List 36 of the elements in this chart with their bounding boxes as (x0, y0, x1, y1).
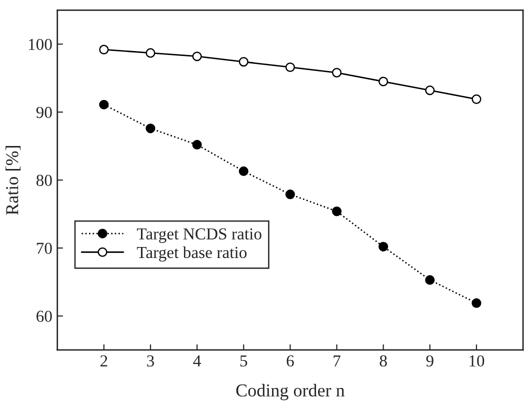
x-tick-label: 6 (286, 355, 294, 367)
legend-label: Target NCDS ratio (136, 228, 262, 243)
point (332, 206, 342, 216)
x-tick-label: 7 (334, 355, 340, 366)
point (378, 76, 388, 86)
point (238, 166, 248, 176)
y-tick-label: 90 (36, 106, 52, 118)
x-tick-label: 9 (426, 355, 434, 367)
point (146, 48, 156, 58)
x-tick-label: 8 (380, 355, 387, 367)
x-tick-label: 4 (193, 355, 201, 366)
x-tick-label: 2 (100, 355, 108, 366)
point (192, 52, 202, 62)
legend-label: Target base ratio (136, 246, 247, 262)
point (285, 190, 295, 200)
y-tick-label: 60 (36, 310, 52, 322)
y-axis-title: Ratio [%] (6, 146, 20, 215)
point (425, 86, 435, 96)
point (472, 94, 482, 104)
y-tick-label: 70 (36, 242, 52, 254)
y-tick-label: 80 (36, 174, 52, 186)
point (238, 57, 248, 67)
y-tick-label: 100 (28, 38, 52, 50)
point (332, 68, 342, 78)
point (425, 275, 435, 285)
point (192, 140, 202, 150)
x-axis-title: Coding order n (236, 384, 345, 400)
x-tick-label: 3 (147, 355, 154, 367)
point (472, 298, 482, 308)
point (99, 44, 109, 54)
point (378, 242, 388, 252)
x-tick-label: 10 (470, 355, 484, 367)
point (146, 124, 156, 134)
point (285, 62, 295, 72)
x-tick-label: 5 (240, 355, 248, 367)
point (99, 100, 109, 110)
